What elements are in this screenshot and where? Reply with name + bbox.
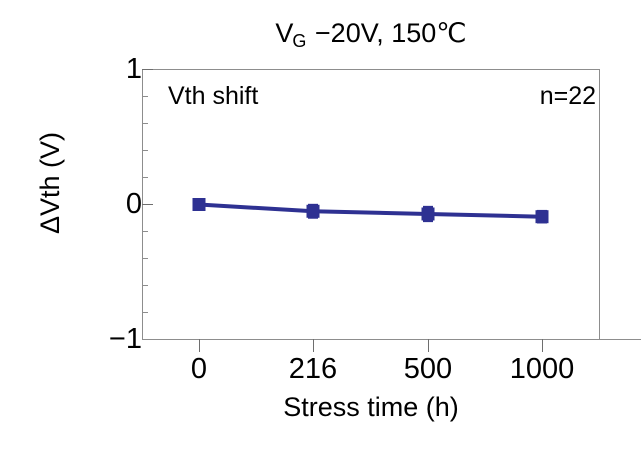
x-tick-label-216: 216	[288, 353, 338, 385]
y-major-tick-0	[142, 204, 153, 205]
data-point-marker	[306, 204, 320, 218]
y-minor-tick-0p6	[142, 123, 148, 124]
annotation-vth-shift: Vth shift	[168, 82, 259, 110]
x-tick-label-1000: 1000	[509, 353, 575, 385]
y-axis-ticks: 1 0 −1	[86, 0, 142, 449]
y-minor-tick-neg0p4	[142, 258, 148, 259]
x-tick-label-500: 500	[403, 353, 453, 385]
y-major-tick-1	[142, 69, 153, 70]
chart-title-main-pre: V	[275, 18, 294, 48]
y-tick-label-0: 0	[125, 188, 142, 220]
vth-shift-series	[192, 198, 549, 224]
x-axis-title: Stress time (h)	[283, 392, 459, 422]
chart-title-subscript: G	[292, 31, 307, 51]
series-line	[198, 202, 543, 219]
y-tick-label-1: 1	[125, 53, 142, 85]
data-point-marker	[535, 210, 549, 224]
x-major-tick-216	[313, 339, 314, 352]
y-axis-title: ΔVth (V)	[35, 131, 65, 235]
data-point-marker	[192, 198, 206, 211]
chart-title-main-post: −20V, 150℃	[307, 18, 467, 48]
y-minor-tick-0p8	[142, 96, 148, 97]
annotation-sample-count: n=22	[539, 82, 596, 110]
data-series-layer	[142, 69, 600, 340]
chart-title: VG −20V, 150℃	[142, 18, 600, 51]
x-major-tick-500	[428, 339, 429, 352]
y-tick-label-neg1: −1	[108, 323, 142, 355]
y-minor-tick-neg0p6	[142, 285, 148, 286]
x-major-tick-1000	[542, 339, 543, 352]
x-major-tick-0	[199, 339, 200, 352]
y-minor-tick-0p2	[142, 177, 148, 178]
data-point-marker	[421, 207, 435, 221]
y-minor-tick-neg0p2	[142, 231, 148, 232]
x-tick-label-0: 0	[190, 353, 208, 385]
y-minor-tick-neg0p8	[142, 312, 148, 313]
x-axis-line	[142, 339, 641, 340]
y-minor-tick-0p4	[142, 150, 148, 151]
